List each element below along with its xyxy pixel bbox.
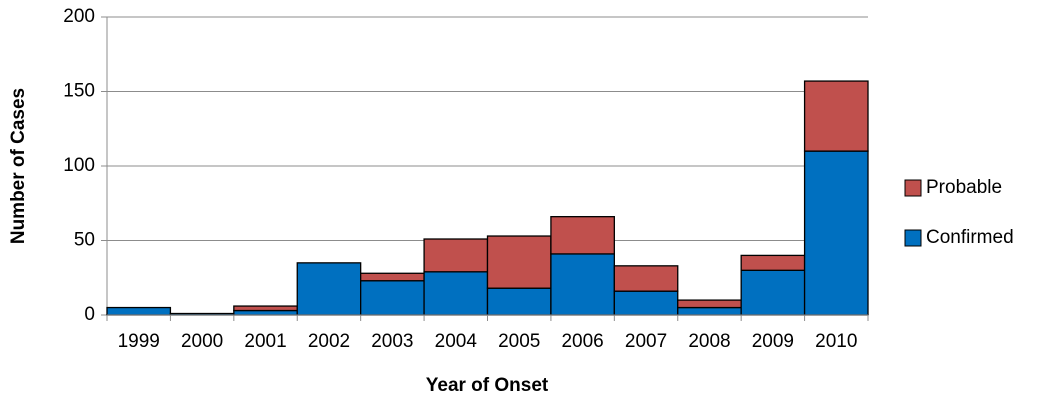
bar-segment bbox=[360, 280, 425, 316]
bar-segment bbox=[486, 287, 552, 316]
bar-segment bbox=[803, 80, 869, 152]
y-axis-label: Number of Cases bbox=[8, 88, 29, 244]
y-tick-label: 0 bbox=[84, 304, 95, 325]
legend-swatch bbox=[904, 179, 922, 197]
x-tick-label: 2000 bbox=[181, 331, 223, 352]
x-tick-label: 2001 bbox=[244, 331, 286, 352]
x-tick-label: 2009 bbox=[752, 331, 794, 352]
x-tick-label: 2004 bbox=[435, 331, 478, 352]
y-tick-label: 150 bbox=[63, 81, 95, 102]
legend-label: Confirmed bbox=[926, 227, 1014, 248]
bar-segment bbox=[740, 269, 806, 316]
bar-segment bbox=[613, 265, 679, 292]
x-tick-label: 2008 bbox=[688, 331, 730, 352]
bar-segment bbox=[550, 253, 615, 316]
bar-segment bbox=[233, 305, 298, 312]
x-tick-label: 2002 bbox=[308, 331, 350, 352]
bar-segment bbox=[550, 216, 615, 255]
x-tick-label: 2010 bbox=[815, 331, 857, 352]
y-tick-label: 200 bbox=[63, 6, 95, 27]
bar-segment bbox=[233, 309, 298, 316]
bar-segment bbox=[423, 271, 489, 316]
legend-label: Probable bbox=[926, 177, 1002, 198]
bar-segment bbox=[423, 238, 489, 273]
legend-swatch bbox=[904, 229, 922, 247]
x-tick-label: 1999 bbox=[118, 331, 160, 352]
x-tick-label: 2003 bbox=[371, 331, 413, 352]
y-tick-label: 50 bbox=[74, 230, 95, 251]
bar-segment bbox=[677, 299, 742, 309]
bar-segment bbox=[360, 272, 425, 282]
bar-segment bbox=[106, 306, 172, 316]
x-tick-label: 2007 bbox=[625, 331, 667, 352]
x-tick-label: 2006 bbox=[561, 331, 603, 352]
bar-segment bbox=[803, 150, 869, 316]
bar-segment bbox=[296, 262, 362, 316]
x-tick-label: 2005 bbox=[498, 331, 540, 352]
x-axis-label: Year of Onset bbox=[426, 375, 549, 396]
bar-segment bbox=[486, 235, 552, 289]
bar-segment bbox=[740, 254, 806, 271]
bar-segment bbox=[613, 290, 679, 316]
y-tick-label: 100 bbox=[63, 155, 95, 176]
bar-segment bbox=[677, 306, 742, 316]
